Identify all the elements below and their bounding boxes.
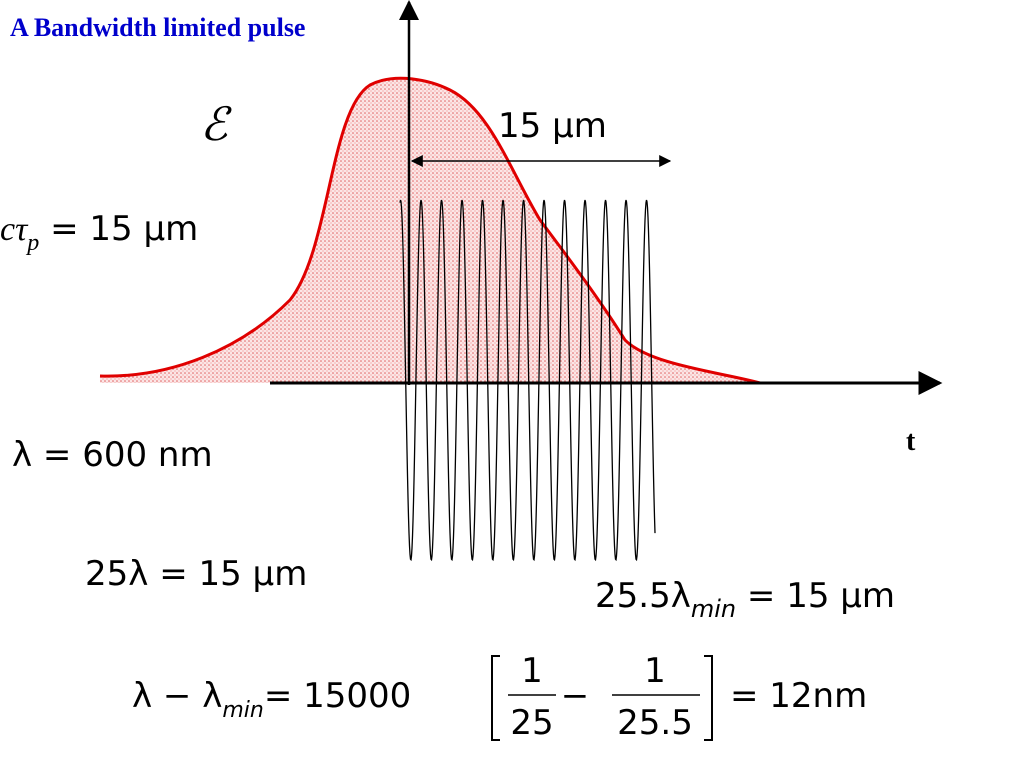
operator: −	[561, 676, 590, 716]
envelope-fill	[100, 78, 760, 384]
axis-label: t	[906, 426, 916, 457]
den: 25.5	[617, 703, 693, 743]
pulse-length: cτp = 15 μm	[0, 209, 198, 256]
difference-result: = 12nm	[730, 676, 867, 716]
num: 1	[521, 651, 543, 691]
den: 25	[510, 703, 553, 743]
num: 1	[644, 651, 666, 691]
span-label: 15 μm	[498, 106, 607, 146]
field-symbol: ℰ	[200, 99, 232, 150]
envelope	[99, 76, 761, 385]
difference: λ − λmin= 15000 1 25 − 1 25.5 = 12nm	[132, 651, 867, 743]
cycles: 25λ = 15 μm	[85, 554, 307, 594]
oscillation	[399, 199, 656, 562]
wavelength: λ = 600 nm	[12, 435, 213, 475]
difference-left: λ − λmin= 15000	[132, 676, 411, 723]
title: A Bandwidth limited pulse	[10, 13, 305, 42]
bracket	[704, 655, 713, 741]
cycles-min: 25.5λmin = 15 μm	[595, 576, 895, 623]
bracket	[491, 655, 500, 741]
